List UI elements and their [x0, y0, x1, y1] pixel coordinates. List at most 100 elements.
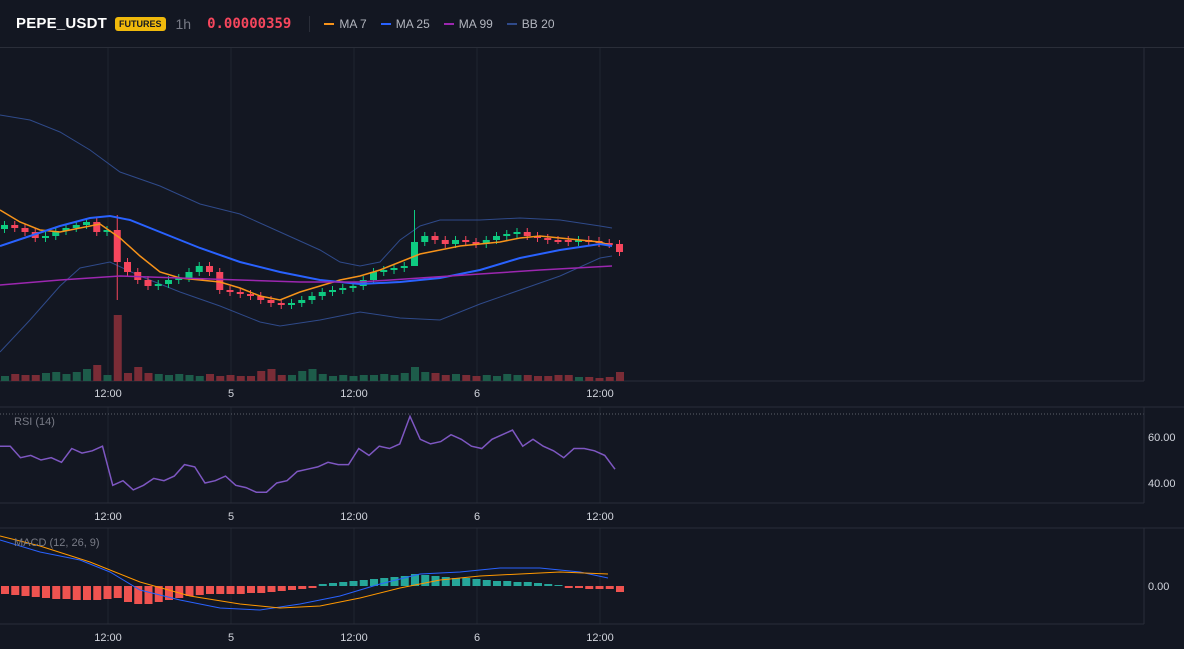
- candle-body: [431, 236, 439, 240]
- volume-bar: [400, 373, 409, 381]
- rsi-panel[interactable]: RSI (14) 60.00 40.00: [0, 414, 1176, 493]
- legend-ma25[interactable]: MA 25: [380, 17, 430, 31]
- ma25-line: [0, 214, 613, 286]
- header-divider: [309, 15, 311, 32]
- volume-bar: [288, 375, 296, 381]
- macd-histogram-bar: [124, 586, 132, 602]
- ma7-swatch-icon: [324, 22, 335, 25]
- volume-bar: [93, 365, 102, 381]
- candle-body: [564, 240, 572, 242]
- volume-bar: [144, 373, 153, 381]
- legend-bb20[interactable]: BB 20: [506, 16, 555, 31]
- macd-histogram-bar: [195, 586, 204, 595]
- volume-bar: [42, 373, 50, 381]
- volume-bar: [267, 369, 276, 381]
- macd-histogram-bar: [503, 581, 512, 586]
- volume-bar: [103, 375, 112, 381]
- ma99-line: [0, 265, 613, 286]
- macd-histogram-bar: [52, 586, 61, 599]
- candle-body: [154, 284, 162, 286]
- macd-histogram-bar: [616, 586, 624, 592]
- time-axis-label: 6: [474, 511, 480, 523]
- chart-grid: [0, 48, 1184, 625]
- macd-histogram-bar: [595, 586, 604, 589]
- time-axis-label: 5: [228, 388, 234, 400]
- volume-bar: [472, 376, 481, 381]
- candle-body: [277, 303, 285, 305]
- volume-bar: [185, 375, 194, 381]
- volume-bar: [564, 375, 573, 381]
- volume-bar: [431, 373, 440, 381]
- bb-upper-line: [0, 114, 613, 267]
- macd-histogram-bar: [513, 582, 522, 586]
- volume-bar: [575, 377, 583, 381]
- legend-ma7-label: MA 7: [339, 16, 367, 31]
- candle-body: [72, 225, 80, 228]
- time-axis-label: 5: [228, 632, 234, 644]
- ma7-line: [0, 209, 613, 301]
- volume-bar: [72, 372, 81, 381]
- volume-bar: [452, 374, 460, 381]
- ma25-swatch-icon: [380, 22, 391, 25]
- macd-histogram-bar: [257, 586, 266, 593]
- macd-line: [0, 539, 609, 611]
- volume-bar: [370, 375, 378, 381]
- time-axis-label: 5: [228, 511, 234, 523]
- candle-body: [1, 225, 8, 229]
- volume-bar: [298, 371, 307, 381]
- candle-body: [523, 232, 531, 236]
- volume-bar: [441, 375, 450, 381]
- macd-histogram-bar: [175, 586, 184, 598]
- candle-body: [575, 240, 582, 242]
- macd-histogram-bar: [31, 586, 40, 597]
- chart-header: PEPE_USDT FUTURES 1h 0.00000359 MA 7 MA …: [0, 0, 1184, 48]
- macd-panel[interactable]: MACD (12, 26, 9) 0.00: [0, 535, 1169, 611]
- candle-body: [380, 270, 388, 272]
- volume-bar: [329, 376, 337, 381]
- rsi-tick-label: 60.00: [1148, 432, 1176, 444]
- candle-body: [390, 268, 398, 270]
- time-axis-label: 12:00: [94, 632, 122, 644]
- macd-histogram-bar: [247, 586, 255, 593]
- volume-bar: [390, 375, 399, 381]
- time-axis-label: 12:00: [340, 511, 368, 523]
- volume-bar: [339, 375, 348, 381]
- macd-histogram-bar: [113, 586, 122, 598]
- volume-bar: [206, 374, 214, 381]
- volume-bar: [359, 375, 368, 381]
- macd-histogram-bar: [134, 586, 143, 604]
- moving-averages: [0, 209, 613, 301]
- candle-body: [11, 225, 19, 228]
- macd-histogram-bar: [298, 586, 307, 589]
- volume-bar: [134, 367, 143, 381]
- candle-body: [52, 231, 60, 236]
- symbol-name[interactable]: PEPE_USDT: [16, 15, 107, 32]
- futures-badge: FUTURES: [115, 16, 166, 31]
- time-axis-label: 12:00: [586, 632, 614, 644]
- macd-histogram-bar: [206, 586, 214, 594]
- candle-body: [462, 240, 470, 242]
- candle-body: [175, 278, 183, 280]
- interval-selector[interactable]: 1h: [175, 15, 192, 32]
- candle-body: [103, 230, 111, 232]
- volume-bar: [113, 315, 122, 381]
- candle-body: [288, 303, 295, 305]
- candle-body: [329, 290, 336, 292]
- legend-ma99[interactable]: MA 99: [443, 17, 493, 31]
- legend-ma7[interactable]: MA 7: [324, 16, 367, 31]
- macd-histogram-bar: [575, 586, 583, 588]
- candle-body: [339, 288, 347, 290]
- macd-histogram-bar: [144, 586, 153, 604]
- time-axis-label: 12:00: [340, 388, 368, 400]
- volume-bar: [482, 375, 491, 381]
- volume-bar: [308, 369, 317, 381]
- legend-bb20-label: BB 20: [521, 16, 555, 31]
- macd-histogram-bar: [236, 586, 245, 594]
- volume-bar: [513, 375, 522, 381]
- candle-body: [544, 238, 552, 240]
- macd-histogram-bar: [349, 581, 358, 586]
- time-axis-label: 12:00: [94, 388, 122, 400]
- time-axis-label: 6: [474, 388, 480, 400]
- macd-histogram-bar: [216, 586, 225, 594]
